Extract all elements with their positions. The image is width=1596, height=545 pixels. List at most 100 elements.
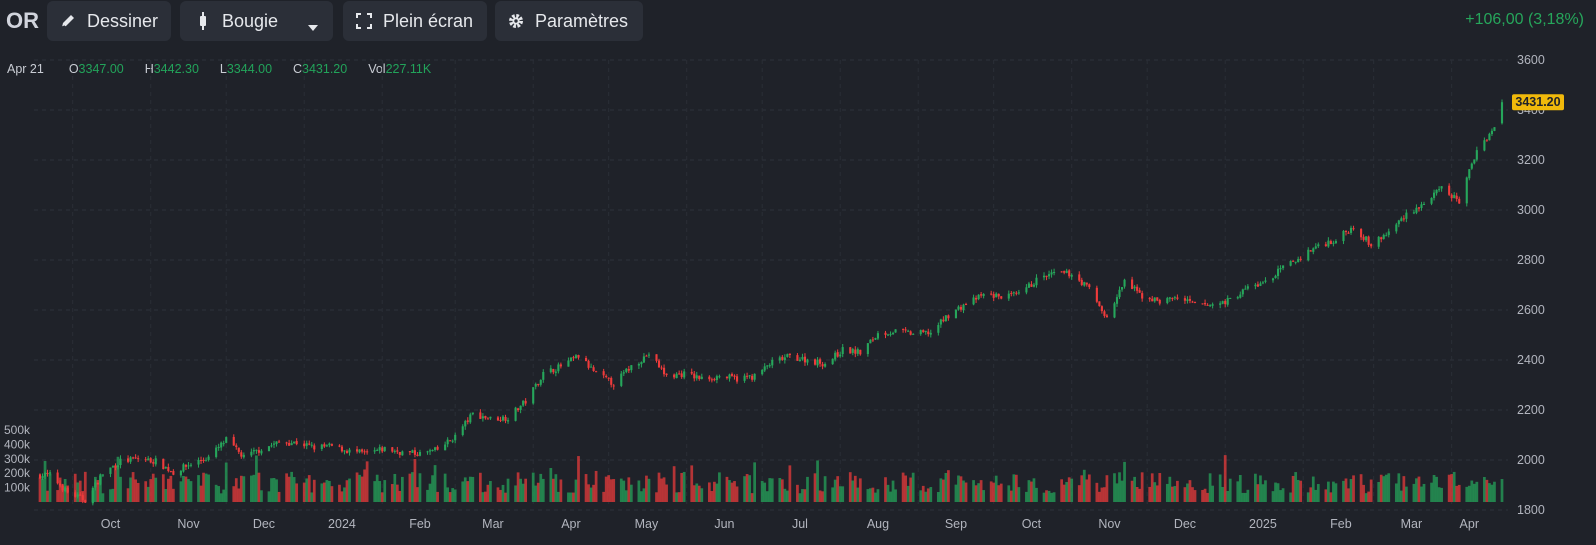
symbol-label: OR bbox=[6, 8, 39, 33]
candle-body bbox=[889, 333, 892, 335]
candle-body bbox=[1068, 270, 1071, 277]
candle-body bbox=[1458, 198, 1461, 204]
volume-bar bbox=[572, 492, 575, 502]
volume-bar bbox=[96, 480, 100, 502]
candle-body bbox=[381, 447, 384, 452]
volume-bar bbox=[398, 490, 402, 502]
chart-type-dropdown[interactable]: Bougie bbox=[180, 1, 333, 41]
volume-bar bbox=[1100, 487, 1104, 502]
fullscreen-icon bbox=[355, 12, 373, 30]
candle-body bbox=[539, 379, 542, 385]
candle-body bbox=[524, 400, 527, 404]
candle-body bbox=[1307, 249, 1310, 261]
draw-button[interactable]: Dessiner bbox=[47, 1, 171, 41]
volume-bar bbox=[1135, 486, 1139, 502]
volume-bar bbox=[1012, 474, 1016, 502]
candle-body bbox=[549, 368, 552, 373]
candle-body bbox=[730, 373, 734, 376]
volume-bar bbox=[1382, 476, 1386, 502]
candle-body bbox=[162, 458, 165, 470]
volume-bar bbox=[131, 472, 135, 502]
volume-bar bbox=[1384, 474, 1388, 502]
candle-body bbox=[428, 450, 432, 452]
candle-body bbox=[718, 376, 721, 378]
volume-bar bbox=[858, 478, 862, 502]
candle-body bbox=[1314, 246, 1317, 249]
candle-body bbox=[325, 445, 328, 447]
volume-bar bbox=[1165, 483, 1169, 502]
candle-body bbox=[763, 366, 766, 371]
legend-low: 3344.00 bbox=[226, 62, 273, 76]
volume-bar bbox=[506, 478, 510, 502]
volume-bar bbox=[783, 488, 787, 502]
volume-bar bbox=[93, 476, 97, 502]
candle-body bbox=[1136, 286, 1139, 291]
candle-body bbox=[944, 315, 947, 322]
volume-bar bbox=[753, 462, 757, 502]
candle-body bbox=[1176, 297, 1179, 299]
volume-bar bbox=[1025, 491, 1028, 502]
volume-bar bbox=[56, 490, 59, 502]
candle-body bbox=[272, 443, 276, 445]
candle-body bbox=[1400, 218, 1403, 222]
volume-bar bbox=[821, 491, 824, 502]
time-tick-label: Dec bbox=[1174, 517, 1196, 531]
volume-bar bbox=[957, 475, 960, 502]
volume-bar bbox=[63, 479, 67, 502]
candle-body bbox=[1098, 301, 1101, 307]
volume-bar bbox=[1191, 487, 1194, 502]
volume-bar bbox=[750, 493, 754, 502]
candle-body bbox=[413, 450, 416, 455]
volume-bar bbox=[1457, 484, 1461, 502]
volume-bar bbox=[252, 474, 256, 502]
candle-body bbox=[152, 462, 155, 464]
fullscreen-button[interactable]: Plein écran bbox=[343, 1, 487, 41]
candle-body bbox=[824, 364, 827, 367]
candle-body bbox=[1053, 271, 1056, 273]
volume-bar bbox=[1352, 475, 1355, 502]
candle-body bbox=[504, 416, 507, 421]
time-tick-label: Oct bbox=[1022, 517, 1042, 531]
volume-bar bbox=[856, 487, 860, 502]
volume-bar bbox=[700, 488, 704, 502]
candle-body bbox=[220, 442, 223, 448]
candle-body bbox=[293, 441, 296, 444]
volume-bar bbox=[1238, 475, 1242, 502]
volume-bar bbox=[83, 471, 87, 502]
settings-button[interactable]: Paramètres bbox=[495, 1, 643, 41]
candle-body bbox=[1342, 231, 1345, 242]
volume-bar bbox=[780, 479, 784, 502]
candle-body bbox=[660, 367, 663, 369]
ohlc-legend: Apr 21 O3347.00 H3442.30 L3344.00 C3431.… bbox=[7, 62, 431, 76]
candle-body bbox=[202, 460, 205, 462]
candle-body bbox=[1000, 296, 1003, 299]
candle-body bbox=[980, 294, 983, 296]
price-tick-label: 3000 bbox=[1517, 203, 1545, 217]
volume-bar bbox=[1299, 480, 1303, 502]
time-tick-label: Oct bbox=[101, 517, 121, 531]
candle-body bbox=[821, 364, 824, 367]
candle-body bbox=[134, 457, 137, 459]
candle-body bbox=[38, 474, 42, 479]
candle-body bbox=[109, 467, 112, 474]
candle-body bbox=[506, 420, 510, 422]
candle-body bbox=[836, 352, 839, 357]
time-tick-label: Mar bbox=[1401, 517, 1423, 531]
volume-bar bbox=[1261, 484, 1265, 502]
volume-bar bbox=[126, 488, 130, 502]
volume-bar bbox=[199, 485, 203, 502]
volume-bar bbox=[1148, 486, 1152, 502]
candle-body bbox=[1206, 304, 1209, 306]
candle-body bbox=[411, 450, 414, 453]
candle-body bbox=[1100, 306, 1103, 312]
volume-bar bbox=[557, 491, 560, 502]
volume-bar bbox=[431, 475, 434, 502]
candle-body bbox=[587, 360, 590, 368]
candle-body bbox=[416, 454, 419, 457]
candle-body bbox=[1432, 192, 1436, 198]
volume-bar bbox=[1399, 490, 1403, 502]
volume-bar bbox=[886, 484, 890, 502]
candle-body bbox=[489, 416, 492, 419]
candle-body bbox=[698, 375, 701, 380]
